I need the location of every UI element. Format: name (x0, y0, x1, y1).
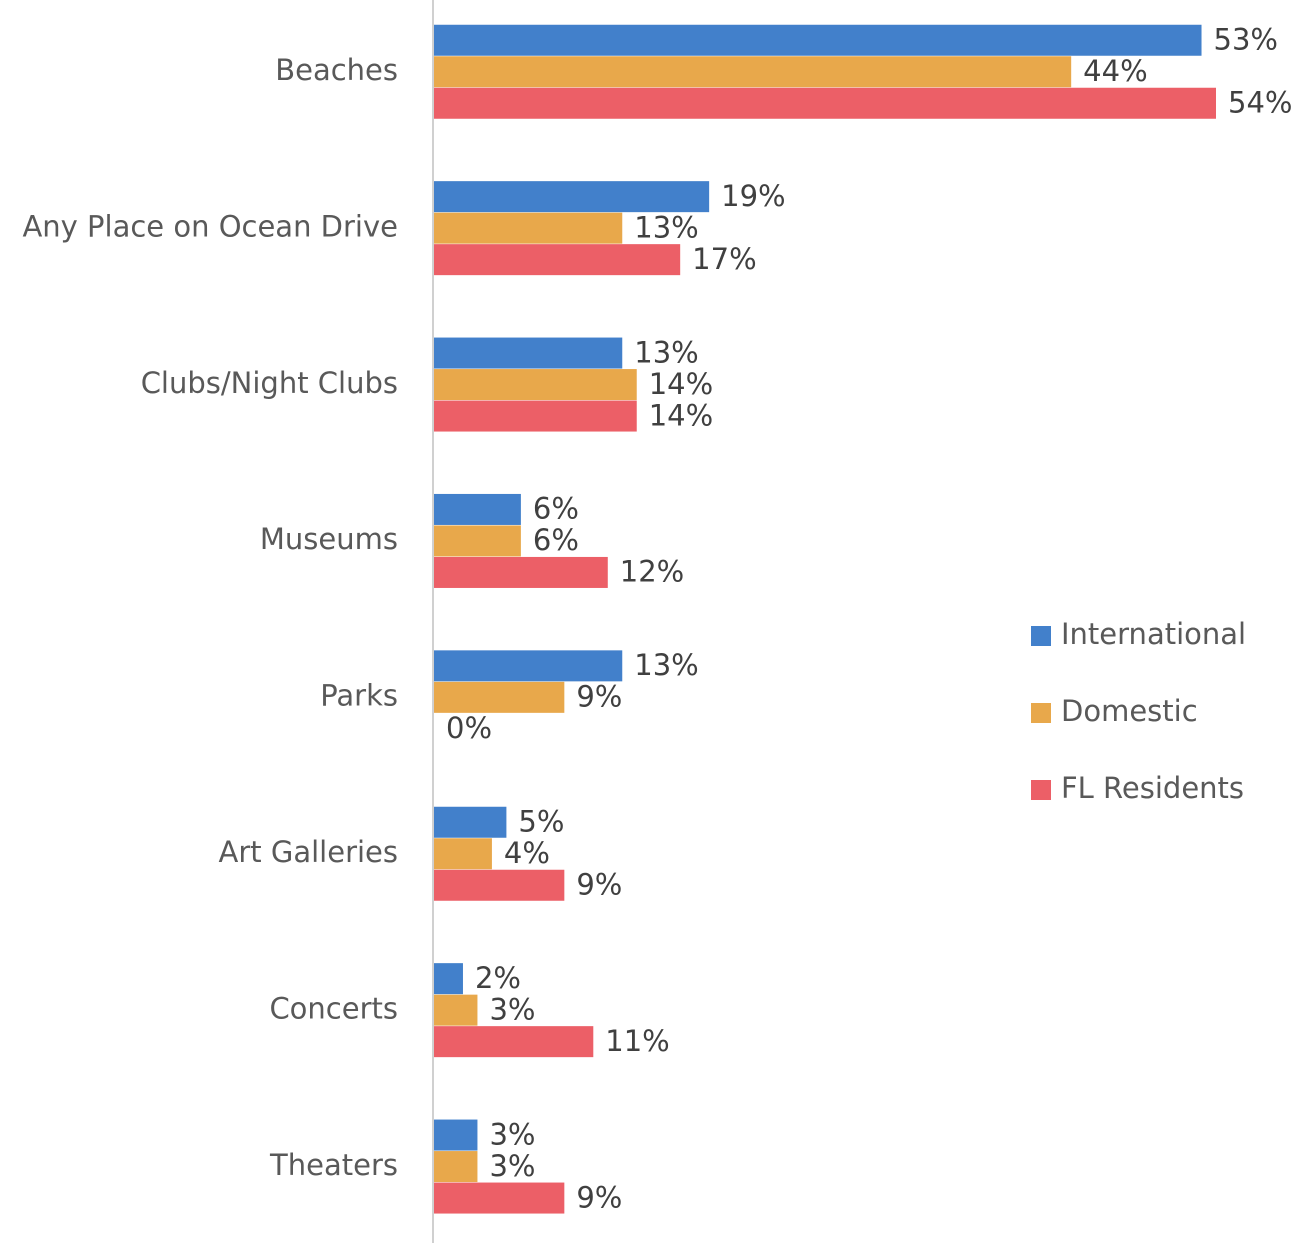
bar (434, 56, 1072, 88)
bar (434, 650, 623, 682)
bar (434, 87, 1216, 119)
bar (434, 212, 623, 244)
bar (434, 369, 637, 401)
bar (434, 994, 478, 1026)
bar (434, 1119, 478, 1151)
value-label: 3% (489, 1149, 535, 1183)
value-label: 11% (605, 1024, 669, 1058)
legend-swatch (1031, 780, 1051, 800)
bar (434, 869, 565, 901)
value-label: 9% (576, 1180, 622, 1214)
category-label: Any Place on Ocean Drive (22, 209, 398, 243)
value-label: 44% (1083, 54, 1147, 88)
value-label: 6% (533, 523, 579, 557)
bar (434, 838, 492, 870)
value-label: 54% (1228, 86, 1292, 120)
value-label: 13% (634, 210, 698, 244)
value-label: 3% (489, 992, 535, 1026)
legend-label: Domestic (1061, 694, 1198, 728)
bar (434, 337, 623, 369)
value-label: 13% (634, 648, 698, 682)
category-label: Beaches (275, 53, 398, 87)
bar (434, 556, 608, 588)
bar (434, 963, 463, 995)
value-label: 14% (649, 398, 713, 432)
value-label: 2% (475, 961, 521, 995)
value-label: 53% (1214, 23, 1278, 57)
value-label: 14% (649, 367, 713, 401)
value-label: 12% (620, 555, 684, 589)
value-label: 13% (634, 335, 698, 369)
category-label: Theaters (269, 1148, 398, 1182)
bar (434, 244, 681, 276)
value-label: 6% (533, 492, 579, 526)
legend-label: International (1061, 617, 1246, 651)
bar (434, 1182, 565, 1214)
bar (434, 24, 1202, 56)
legend-swatch (1031, 703, 1051, 723)
bar (434, 181, 710, 213)
bar (434, 525, 521, 557)
category-label: Museums (260, 522, 398, 556)
bar (434, 806, 507, 838)
value-label: 9% (576, 680, 622, 714)
category-label: Concerts (269, 991, 398, 1025)
bar (434, 400, 637, 432)
category-label: Clubs/Night Clubs (141, 366, 398, 400)
category-label: Art Galleries (219, 835, 398, 869)
value-label: 4% (504, 836, 550, 870)
value-label: 19% (721, 179, 785, 213)
value-label: 17% (692, 242, 756, 276)
bar (434, 1026, 594, 1058)
category-label: Parks (320, 679, 398, 713)
value-label: 3% (489, 1117, 535, 1151)
value-label: 5% (518, 805, 564, 839)
bar (434, 681, 565, 713)
bar (434, 493, 521, 525)
value-label: 9% (576, 868, 622, 902)
value-label: 0% (446, 711, 492, 745)
bar (434, 1151, 478, 1183)
legend-label: FL Residents (1061, 771, 1244, 805)
legend-swatch (1031, 626, 1051, 646)
